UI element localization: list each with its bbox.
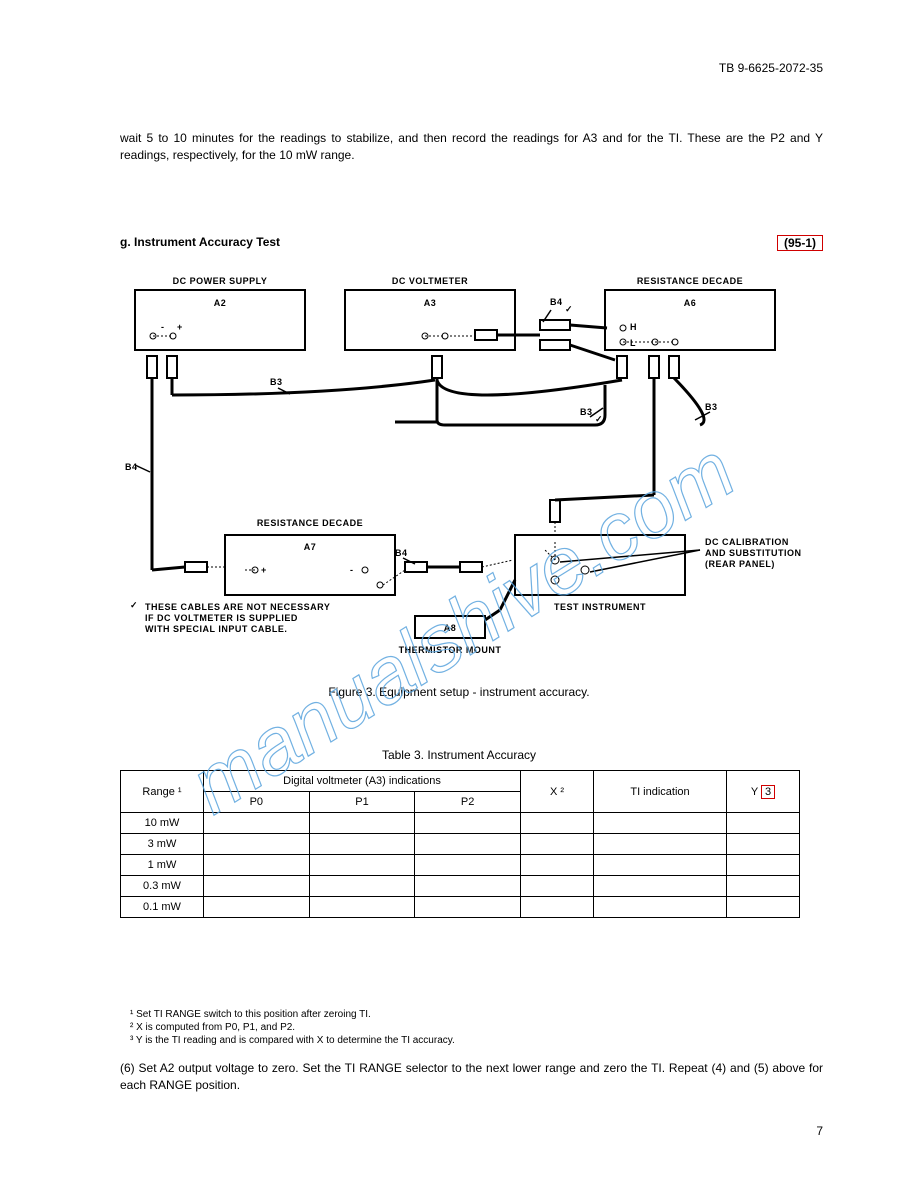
page-number: 7 [816, 1124, 823, 1138]
svg-text:+: + [261, 565, 267, 575]
svg-text:DC VOLTMETER: DC VOLTMETER [392, 276, 468, 286]
box-a6: RESISTANCE DECADE A6 H L [605, 276, 775, 350]
svg-text:+: + [177, 322, 183, 332]
th-ti: TI indication [594, 771, 727, 813]
svg-text:IF DC VOLTMETER IS SUPPLIED: IF DC VOLTMETER IS SUPPLIED [145, 613, 298, 623]
svg-text:B3: B3 [580, 407, 593, 417]
doc-header: TB 9-6625-2072-35 [719, 60, 823, 77]
check-note: ✓ THESE CABLES ARE NOT NECESSARY IF DC V… [130, 600, 330, 634]
y-superscript-box: 3 [761, 785, 775, 799]
table-row: 1 mW [121, 855, 800, 876]
svg-text:(REAR PANEL): (REAR PANEL) [705, 559, 775, 569]
svg-text:DC POWER SUPPLY: DC POWER SUPPLY [173, 276, 268, 286]
table-row: 0.3 mW [121, 876, 800, 897]
box-a7: RESISTANCE DECADE A7 + - [225, 518, 395, 595]
box-a2: DC POWER SUPPLY A2 - + [135, 276, 305, 350]
intro-paragraph: wait 5 to 10 minutes for the readings to… [120, 130, 823, 165]
th-p2: P2 [415, 792, 521, 813]
svg-text:L: L [630, 338, 636, 348]
page-root: TB 9-6625-2072-35 wait 5 to 10 minutes f… [0, 0, 918, 1188]
svg-text:✓: ✓ [130, 600, 138, 610]
accuracy-table: Range ¹ Digital voltmeter (A3) indicatio… [120, 770, 800, 918]
svg-text:B3: B3 [705, 402, 718, 412]
box-a8: A8 THERMISTOR MOUNT [399, 580, 515, 655]
after-paragraph: (6) Set A2 output voltage to zero. Set t… [120, 1060, 823, 1095]
table-row: 10 mW [121, 813, 800, 834]
table-footnotes: ¹ Set TI RANGE switch to this position a… [130, 1008, 455, 1047]
svg-text:-: - [350, 565, 354, 575]
svg-text:B3: B3 [270, 377, 283, 387]
th-x: X ² [521, 771, 594, 813]
th-a3-group: Digital voltmeter (A3) indications [204, 771, 521, 792]
svg-text:A6: A6 [684, 298, 697, 308]
figure-caption: Figure 3. Equipment setup - instrument a… [0, 685, 918, 699]
svg-text:TEST INSTRUMENT: TEST INSTRUMENT [554, 602, 646, 612]
svg-text:✓: ✓ [565, 304, 573, 314]
svg-text:RESISTANCE DECADE: RESISTANCE DECADE [257, 518, 363, 528]
th-range: Range ¹ [121, 771, 204, 813]
table-row: 3 mW [121, 834, 800, 855]
svg-text:WITH SPECIAL INPUT CABLE.: WITH SPECIAL INPUT CABLE. [145, 624, 287, 634]
th-y: Y 3 [727, 771, 800, 813]
svg-text:A8: A8 [444, 623, 457, 633]
svg-text:-: - [161, 322, 165, 332]
section-title-row: g. Instrument Accuracy Test (95-1) [120, 235, 823, 251]
svg-text:A2: A2 [214, 298, 227, 308]
svg-text:B4: B4 [395, 548, 408, 558]
svg-text:✓: ✓ [595, 414, 603, 424]
table-row: 0.1 mW [121, 897, 800, 918]
box-a3: DC VOLTMETER A3 [345, 276, 515, 350]
doc-number: TB 9-6625-2072-35 [719, 61, 823, 75]
section-title-left: g. Instrument Accuracy Test [120, 235, 280, 249]
svg-text:A3: A3 [424, 298, 437, 308]
table-body: 10 mW 3 mW 1 mW [121, 813, 800, 918]
svg-text:H: H [630, 322, 637, 332]
svg-text:THERMISTOR MOUNT: THERMISTOR MOUNT [399, 645, 502, 655]
svg-text:B4: B4 [125, 462, 138, 472]
svg-text:B4: B4 [550, 297, 563, 307]
svg-text:RESISTANCE DECADE: RESISTANCE DECADE [637, 276, 743, 286]
svg-text:A7: A7 [304, 542, 317, 552]
th-p1: P1 [309, 792, 415, 813]
svg-text:THESE CABLES ARE NOT NECESSARY: THESE CABLES ARE NOT NECESSARY [145, 602, 330, 612]
svg-text:DC CALIBRATION: DC CALIBRATION [705, 537, 789, 547]
section-ref-box: (95-1) [777, 235, 823, 251]
table-title: Table 3. Instrument Accuracy [0, 748, 918, 762]
svg-text:AND SUBSTITUTION: AND SUBSTITUTION [705, 548, 802, 558]
wiring-diagram: DC POWER SUPPLY A2 - + DC VOLTMETER A3 [95, 260, 825, 660]
dc-cal-label: DC CALIBRATION AND SUBSTITUTION (REAR PA… [560, 537, 802, 572]
th-p0: P0 [204, 792, 310, 813]
box-ti: TEST INSTRUMENT [515, 535, 685, 612]
